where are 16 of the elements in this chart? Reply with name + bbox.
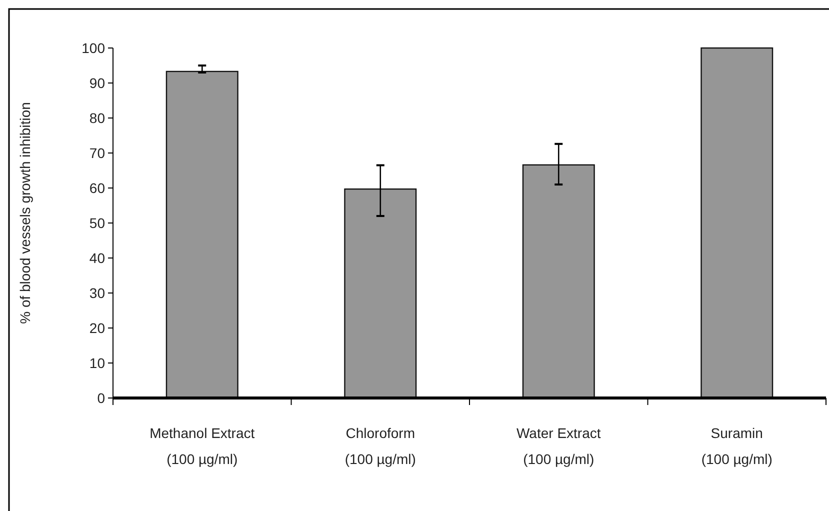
y-tick-label: 100 <box>82 40 106 56</box>
y-axis-title: % of blood vessels growth inhibition <box>17 102 33 324</box>
y-tick-label: 40 <box>89 250 106 266</box>
x-tick-label: Methanol Extract (100 µg/ml) <box>150 425 255 467</box>
y-tick-label: 10 <box>89 354 106 371</box>
x-tick-label: Water Extract (100 µg/ml) <box>516 425 601 467</box>
y-tick-label: 70 <box>89 144 106 161</box>
y-tick-label: 30 <box>89 284 106 301</box>
y-tick-label: 60 <box>89 180 106 196</box>
y-tick-label: 20 <box>89 320 106 336</box>
y-tick-label: 0 <box>97 390 106 406</box>
x-tick-label: Chloroform (100 µg/ml) <box>344 425 416 467</box>
y-tick-label: 90 <box>89 74 106 91</box>
y-tick-label: 80 <box>89 110 106 126</box>
y-tick-label: 50 <box>89 214 106 231</box>
x-tick-label: Suramin (100 µg/ml) <box>701 425 772 467</box>
